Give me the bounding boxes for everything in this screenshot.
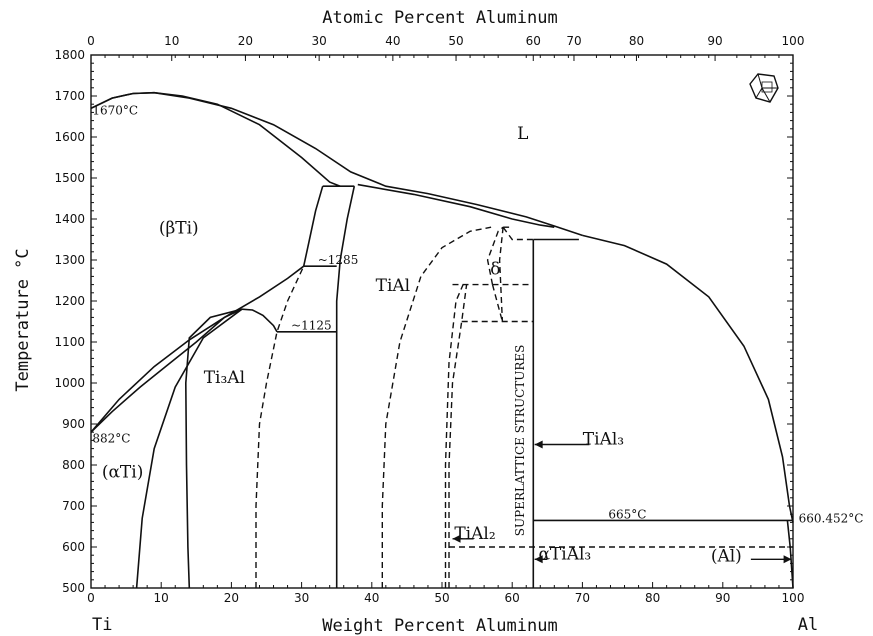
y-tick-label: 600 [62, 540, 85, 554]
dashed-delta-left [486, 226, 504, 285]
phase-boundaries [90, 91, 794, 589]
region-label: αTiAl₃ [538, 544, 591, 564]
solid-solidus-left [90, 91, 341, 187]
region-label: TiAl₃ [583, 430, 624, 450]
annotation-label: 665°C [608, 507, 646, 521]
top-tick-label: 50 [448, 34, 463, 48]
y-tick-label: 1800 [54, 48, 85, 62]
solid-alpha2-dome-left [184, 308, 243, 589]
right-end-label: Al [798, 615, 818, 635]
y-tick-label: 1500 [54, 171, 85, 185]
top-tick-label: 40 [385, 34, 400, 48]
tick-marks: 0 10 20 30 40 50 60 70 80 90 100500600700800900100… [54, 34, 804, 605]
region-label: (βTi) [159, 218, 199, 238]
annotation-label: ~1125 [291, 319, 332, 333]
x-tick-label: 40 [364, 591, 379, 605]
solid-alpha-dome-left [135, 308, 243, 589]
top-axis-title: Atomic Percent Aluminum [322, 8, 557, 28]
top-tick-label: 10 [164, 34, 179, 48]
x-tick-label: 50 [434, 591, 449, 605]
dashed-tial2-left [444, 284, 464, 588]
x-axis-title: Weight Percent Aluminum [322, 616, 557, 636]
y-tick-label: 1200 [54, 294, 85, 308]
x-tick-label: 30 [294, 591, 309, 605]
solid-alpha2-hump [241, 308, 278, 333]
region-label: Ti₃Al [204, 368, 245, 388]
y-tick-label: 1000 [54, 376, 85, 390]
left-end-label: Ti [92, 615, 112, 635]
top-tick-label: 70 [566, 34, 581, 48]
dashed-tial-right-bound [381, 226, 492, 588]
y-axis-title: Temperature °C [13, 248, 33, 391]
solid-beta-transus-lower [90, 308, 243, 433]
top-tick-label: 20 [238, 34, 253, 48]
solid-beta-alpha2-right [335, 186, 356, 588]
annotation-label: SUPERLATTICE STRUCTURES [513, 345, 527, 537]
annotation-label: 882°C [92, 431, 130, 445]
arrow-tial2-head [452, 534, 461, 543]
solid-liquidus-left [90, 91, 583, 237]
region-labels: L (βTi) TiAl Ti₃Al (αTi) δ TiAl₃ (Al) αTiAl₃ TiAl… [92, 103, 863, 566]
x-tick-label: 70 [575, 591, 590, 605]
region-label: TiAl₂ [454, 524, 495, 544]
crystal-logo-icon [749, 73, 779, 103]
dashed-delta-right [498, 227, 504, 322]
region-label: L [517, 124, 528, 144]
y-tick-label: 500 [62, 581, 85, 595]
annotation-label: ~1285 [318, 253, 359, 267]
solid-beta-alpha2-left [302, 185, 324, 267]
top-tick-label: 60 [526, 34, 541, 48]
x-tick-label: 60 [505, 591, 520, 605]
solid-beta-transus-upper [90, 265, 305, 433]
annotation-label: 1670°C [92, 103, 138, 117]
x-tick-label: 80 [645, 591, 660, 605]
dashed-ti3al-left-bound [255, 265, 305, 588]
x-tick-label: 0 [87, 591, 95, 605]
y-tick-label: 1600 [54, 130, 85, 144]
top-tick-label: 30 [312, 34, 327, 48]
y-tick-label: 1100 [54, 335, 85, 349]
region-label: TiAl [376, 276, 411, 296]
arrow-tial3-head [534, 440, 543, 449]
x-tick-label: 10 [154, 591, 169, 605]
annotation-label: 660.452°C [799, 511, 864, 525]
dashed-tial2-right [448, 284, 468, 588]
arrow-al-head [783, 555, 792, 564]
y-tick-label: 1300 [54, 253, 85, 267]
dashed-line-1350 [502, 226, 534, 241]
plot-border [90, 54, 794, 589]
top-tick-label: 0 [87, 34, 95, 48]
y-tick-label: 700 [62, 499, 85, 513]
y-tick-label: 900 [62, 417, 85, 431]
top-tick-label: 100 [782, 34, 805, 48]
region-label: (αTi) [102, 462, 144, 482]
solid-liquidus-right [582, 234, 794, 523]
top-tick-label: 80 [629, 34, 644, 48]
x-tick-label: 90 [715, 591, 730, 605]
y-tick-label: 800 [62, 458, 85, 472]
y-tick-label: 1700 [54, 89, 85, 103]
region-label: (Al) [711, 546, 742, 566]
dashed-delta-base [491, 284, 504, 322]
x-tick-label: 100 [782, 591, 805, 605]
x-tick-label: 20 [224, 591, 239, 605]
plot-frame [90, 54, 794, 589]
arrow-atial3-head [534, 555, 543, 564]
solid-solidus-tial [357, 183, 555, 228]
y-tick-label: 1400 [54, 212, 85, 226]
region-label: δ [490, 259, 500, 279]
top-tick-label: 90 [707, 34, 722, 48]
